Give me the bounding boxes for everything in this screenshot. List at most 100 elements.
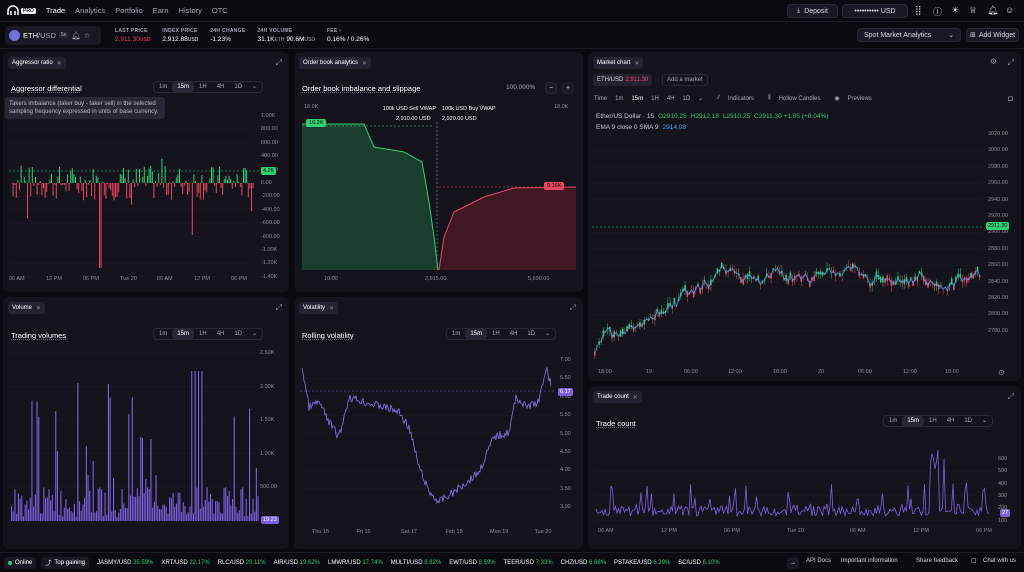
chart-settings-icon[interactable]: ⊙ — [998, 368, 1005, 377]
expand-icon[interactable]: ⤢ — [1007, 392, 1014, 401]
balance-display[interactable]: •••••••••• USD — [842, 4, 908, 18]
arrow-right-icon[interactable]: → — [787, 557, 799, 569]
tf-4h[interactable]: 4H — [509, 331, 518, 337]
deposit-button[interactable]: ⤓ Deposit — [787, 4, 838, 18]
fee-stat[interactable]: FEE › 0.16% / 0.26% — [327, 28, 369, 43]
top-mover-item[interactable]: XRT/USD 22.17% — [161, 560, 209, 566]
expand-icon[interactable]: ⤢ — [1007, 58, 1014, 67]
top-mover-item[interactable]: RLC/USD 20.11% — [218, 560, 266, 566]
index-price-unit: USD — [187, 36, 199, 43]
tf-1m[interactable]: 1m — [889, 418, 898, 424]
previews-button[interactable]: Previews — [847, 95, 872, 102]
chart-tf-1m[interactable]: 1m — [615, 95, 624, 102]
zoom-in-button[interactable]: + — [562, 82, 574, 94]
tf-1h[interactable]: 1H — [492, 331, 500, 337]
aggressor-bar — [27, 183, 28, 219]
top-mover-item[interactable]: MULTI/USD 8.82% — [391, 560, 442, 566]
rewards-icon[interactable]: ♕ — [969, 5, 978, 15]
api-docs-link[interactable]: API Docs — [806, 558, 832, 564]
top-mover-item[interactable]: SC/USD 6.10% — [678, 560, 719, 566]
important-info-link[interactable]: Important information — [841, 558, 898, 564]
chart-tf-1d[interactable]: 1D — [682, 95, 691, 102]
tf-4h[interactable]: 4H — [216, 331, 225, 337]
expand-icon[interactable]: ⤢ — [275, 58, 282, 67]
tf-15m[interactable]: 15m — [172, 82, 195, 92]
chevron-down-icon[interactable]: ⌄ — [545, 331, 551, 337]
expand-icon[interactable]: ⤢ — [275, 303, 282, 312]
tf-4h[interactable]: 4H — [216, 84, 225, 90]
nav-history[interactable]: History — [178, 6, 202, 15]
chart-pair-tab[interactable]: ETH/USD 2,911.30 — [593, 74, 653, 86]
volume-bar — [107, 384, 109, 521]
tf-1h[interactable]: 1H — [199, 331, 207, 337]
aggressor-chart — [9, 115, 261, 278]
tf-1m[interactable]: 1m — [159, 331, 168, 337]
close-icon[interactable]: ✕ — [632, 394, 638, 401]
chevron-down-icon[interactable]: ⌄ — [982, 418, 988, 424]
indicators-button[interactable]: Indicators — [727, 95, 754, 102]
nav-portfolio[interactable]: Portfolio — [115, 6, 143, 15]
top-mover-item[interactable]: CHZ/USD 6.68% — [561, 560, 606, 566]
settings-gear-icon[interactable]: ⚙ — [989, 57, 997, 66]
chat-icon[interactable]: ☐ — [971, 559, 977, 565]
apps-grid-icon[interactable]: ⣿ — [915, 5, 922, 15]
account-user-icon[interactable]: ☺ — [1005, 5, 1015, 15]
top-mover-item[interactable]: PSTAKE/USD 6.29% — [614, 560, 670, 566]
top-mover-item[interactable]: JASMY/USD 35.59% — [97, 560, 153, 566]
panel-title[interactable]: Aggressor differential — [11, 84, 82, 93]
add-market-button[interactable]: Add a market — [662, 74, 708, 86]
chevron-down-icon[interactable]: ⌄ — [698, 96, 704, 102]
tf-1d[interactable]: 1D — [234, 84, 243, 90]
feedback-link[interactable]: Share feedback — [916, 558, 959, 564]
chart-tf-15m[interactable]: 15m — [631, 95, 644, 102]
top-mover-item[interactable]: EWT/USD 8.59% — [449, 560, 495, 566]
camera-icon[interactable]: ◘ — [1008, 94, 1013, 103]
tf-4h[interactable]: 4H — [946, 418, 955, 424]
x-tick: 06 AM — [9, 276, 25, 282]
tf-1d[interactable]: 1D — [527, 331, 536, 337]
add-widget-button[interactable]: ⊞ Add Widget — [966, 28, 1019, 42]
layout-select[interactable]: Spot Market Analytics ⌄ — [857, 28, 961, 42]
tf-15m[interactable]: 15m — [902, 416, 925, 426]
top-mover-item[interactable]: AIR/USD 19.62% — [274, 560, 320, 566]
theme-sun-icon[interactable]: ☀ — [951, 5, 960, 15]
close-icon[interactable]: ✕ — [634, 60, 640, 67]
chart-tf-1h[interactable]: 1H — [651, 95, 659, 102]
nav-otc[interactable]: OTC — [211, 6, 228, 15]
panel-title[interactable]: Trade count — [596, 419, 636, 428]
top-mover-item[interactable]: LMWR/USD 17.74% — [328, 560, 383, 566]
tf-1h[interactable]: 1H — [929, 418, 937, 424]
notifications-bell-icon[interactable]: 🔔︎ — [987, 5, 999, 15]
tf-1m[interactable]: 1m — [159, 84, 168, 90]
tf-1h[interactable]: 1H — [199, 84, 207, 90]
tf-1d[interactable]: 1D — [234, 331, 243, 337]
kraken-pro-logo[interactable]: PRO — [7, 4, 36, 15]
close-icon[interactable]: ✕ — [36, 305, 42, 312]
help-icon[interactable]: ⓘ — [933, 7, 943, 17]
tf-1m[interactable]: 1m — [452, 331, 461, 337]
tf-1d[interactable]: 1D — [964, 418, 973, 424]
panel-title[interactable]: Rolling volatility — [302, 331, 354, 340]
chat-link[interactable]: Chat with us — [983, 558, 1017, 564]
close-icon[interactable]: ✕ — [56, 60, 62, 67]
panel-title[interactable]: Trading volumes — [11, 331, 67, 340]
pair-selector[interactable]: ETH/USD 5x 🔔︎ ☆ — [5, 25, 101, 45]
nav-earn[interactable]: Earn — [152, 6, 169, 15]
tf-15m[interactable]: 15m — [465, 329, 488, 339]
nav-trade[interactable]: Trade — [45, 6, 66, 15]
panel-title[interactable]: Order book imbalance and slippage — [302, 84, 421, 93]
top-mover-item[interactable]: TEER/USD 7.33% — [504, 560, 553, 566]
hollow-candles-button[interactable]: Hollow Candles — [778, 95, 821, 102]
alert-bell-icon[interactable]: 🔔︎ — [71, 30, 81, 40]
nav-analytics[interactable]: Analytics — [75, 6, 106, 15]
tf-15m[interactable]: 15m — [172, 329, 195, 339]
top-gaining-button[interactable]: ⤴ Top gaining — [41, 556, 90, 569]
chevron-down-icon[interactable]: ⌄ — [252, 331, 258, 337]
close-icon[interactable]: ✕ — [362, 60, 368, 67]
close-icon[interactable]: ✕ — [329, 305, 335, 312]
zoom-out-button[interactable]: − — [545, 82, 557, 94]
chevron-down-icon[interactable]: ⌄ — [252, 84, 258, 90]
favorite-star-icon[interactable]: ☆ — [83, 30, 91, 40]
expand-icon[interactable]: ⤢ — [569, 303, 576, 312]
chart-tf-4h[interactable]: 4H — [666, 95, 675, 102]
